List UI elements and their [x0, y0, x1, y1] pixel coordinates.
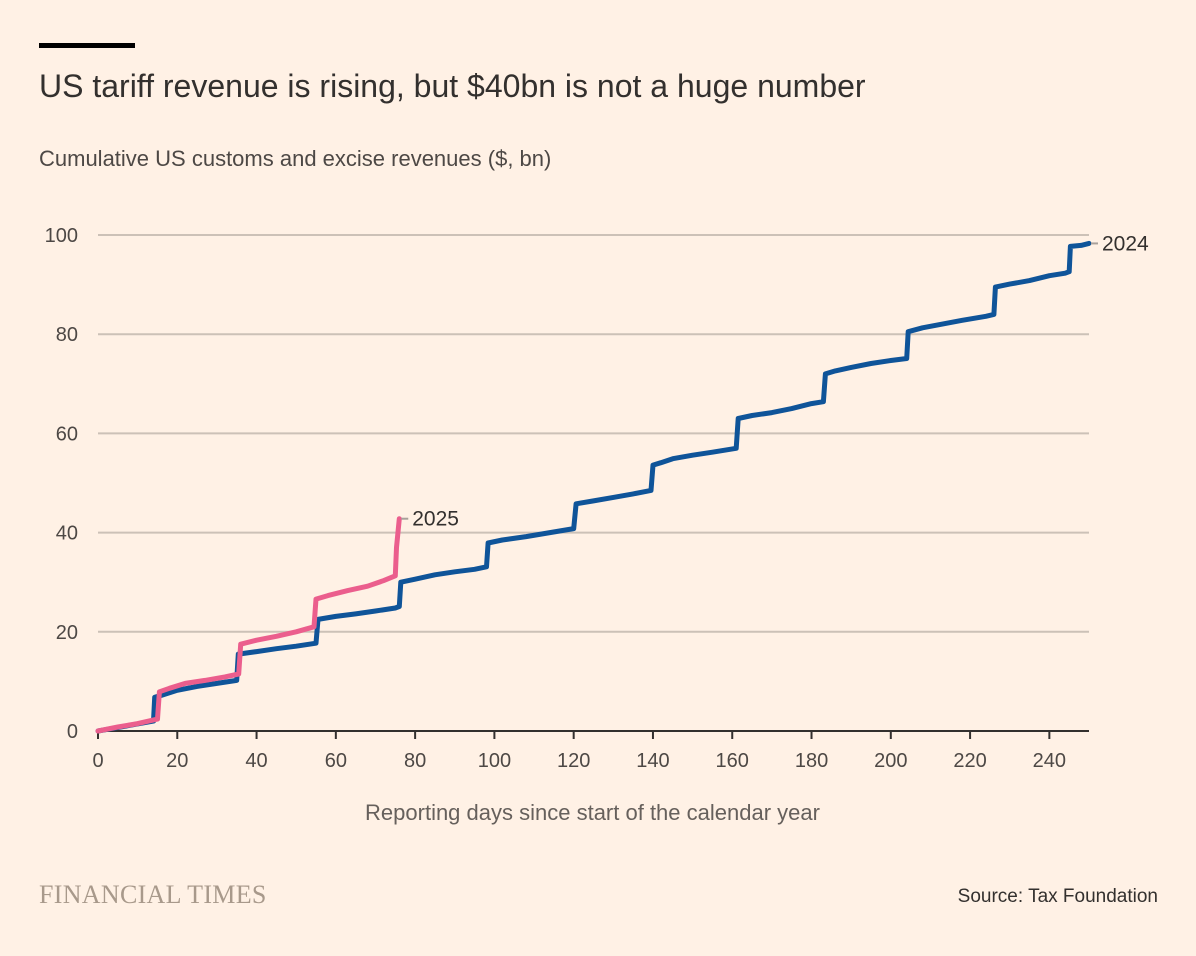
x-tick-label-240: 240 [1033, 750, 1066, 772]
x-tick-label-0: 0 [92, 750, 103, 772]
x-tick-label-20: 20 [166, 750, 188, 772]
x-axis: 0 20 40 60 80 100 120 140 160 180 200 220 240 [92, 730, 1089, 772]
chart-subtitle: Cumulative US customs and excise revenue… [39, 146, 552, 171]
y-tick-label-20: 20 [56, 622, 78, 644]
x-tick-label-100: 100 [478, 750, 511, 772]
x-tick-label-80: 80 [404, 750, 426, 772]
y-tick-label-0: 0 [67, 721, 78, 743]
x-tick-label-160: 160 [716, 750, 749, 772]
y-tick-label-40: 40 [56, 523, 78, 545]
series-lines [95, 240, 1092, 734]
x-tick-label-220: 220 [953, 750, 986, 772]
ft-logo: FINANCIAL TIMES [39, 880, 267, 909]
series-line-2024 [95, 240, 1092, 734]
y-axis-tick-labels: 0 20 40 60 80 100 [45, 225, 78, 743]
x-tick-label-140: 140 [636, 750, 669, 772]
x-axis-title: Reporting days since start of the calend… [365, 800, 820, 825]
source-note: Source: Tax Foundation [957, 886, 1158, 907]
series-line-2025 [95, 516, 402, 734]
gridlines [98, 234, 1089, 633]
page-title: US tariff revenue is rising, but $40bn i… [39, 68, 866, 104]
x-tick-label-180: 180 [795, 750, 828, 772]
x-tick-label-60: 60 [325, 750, 347, 772]
x-tick-label-40: 40 [245, 750, 267, 772]
y-tick-label-80: 80 [56, 324, 78, 346]
series-label-2024: 2024 [1102, 232, 1149, 255]
series-labels: 2024 2025 [401, 232, 1149, 531]
series-label-2025: 2025 [412, 508, 459, 531]
x-tick-label-120: 120 [557, 750, 590, 772]
y-tick-label-60: 60 [56, 423, 78, 445]
y-tick-label-100: 100 [45, 225, 78, 247]
x-tick-label-200: 200 [874, 750, 907, 772]
top-rule [39, 43, 135, 48]
